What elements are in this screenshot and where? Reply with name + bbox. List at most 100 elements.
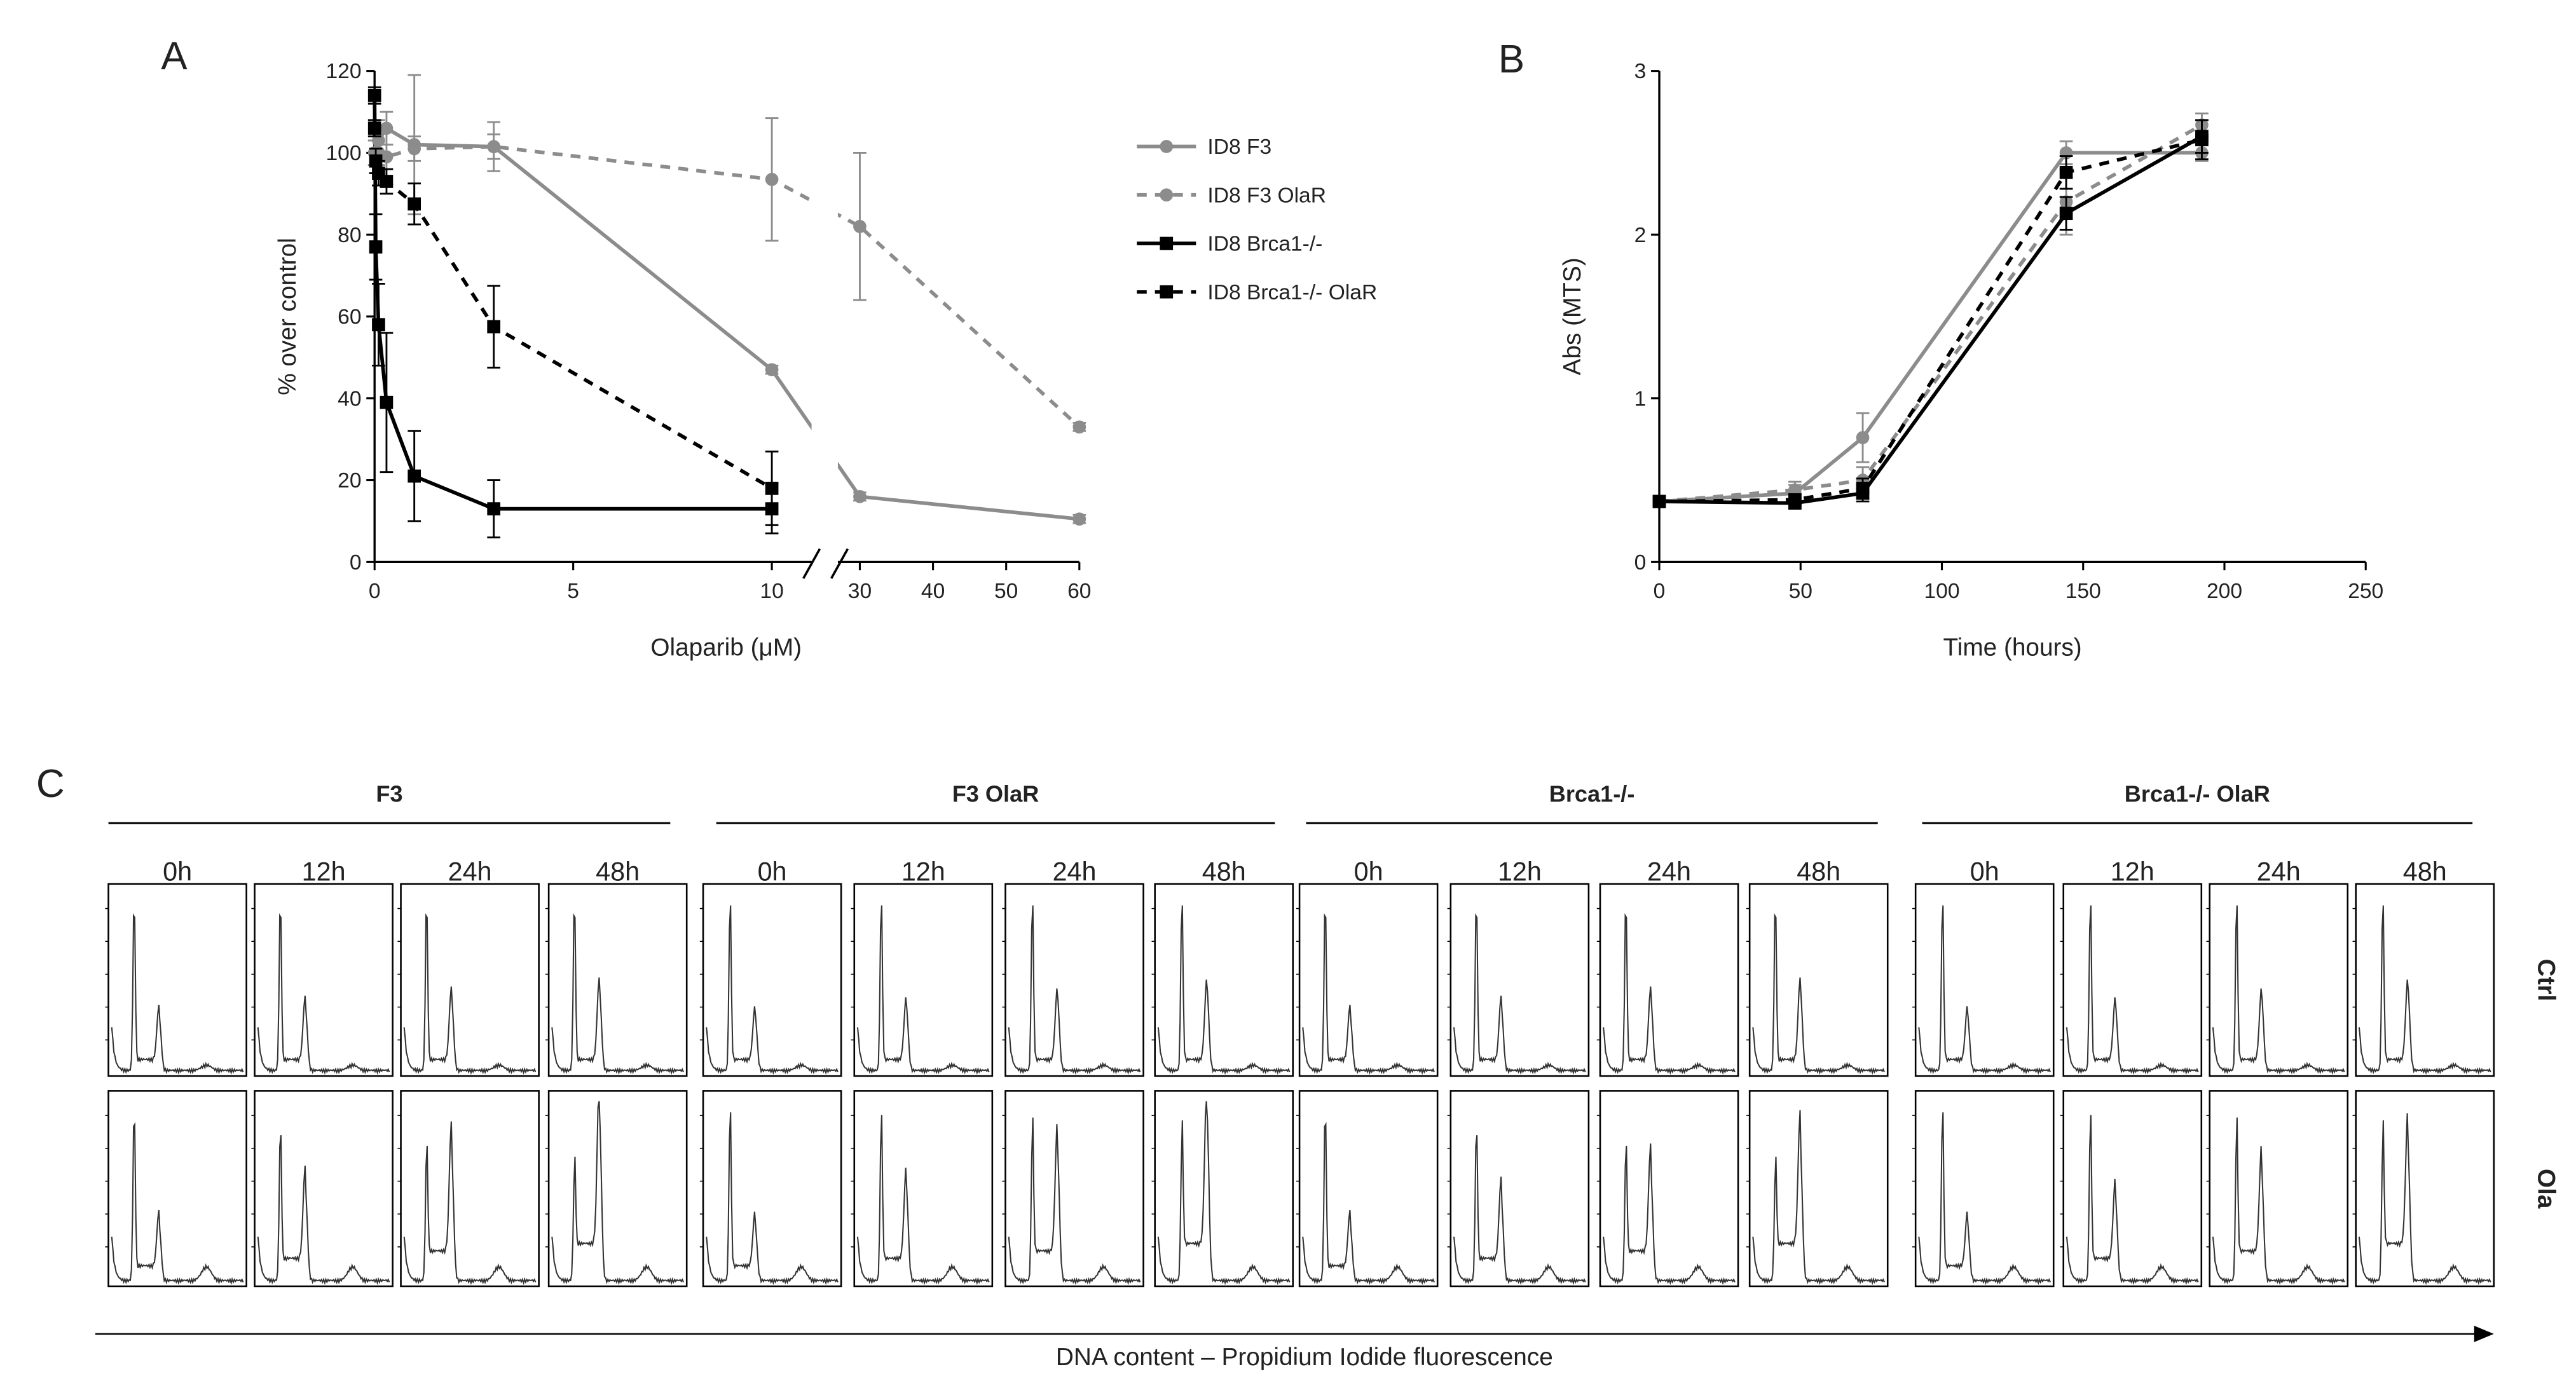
x-tick-label: 100 bbox=[1924, 580, 1959, 603]
histogram-frame bbox=[1914, 883, 2055, 1077]
histogram-frame bbox=[400, 883, 540, 1077]
histogram-trace bbox=[257, 1135, 390, 1286]
marker bbox=[2195, 133, 2209, 147]
y-tick-label: 40 bbox=[338, 387, 361, 411]
y-tick-label: 0 bbox=[1634, 551, 1647, 575]
histogram-trace bbox=[1157, 1101, 1291, 1286]
panel-label: A bbox=[161, 34, 188, 78]
time-label: 48h bbox=[1202, 857, 1246, 887]
marker bbox=[408, 197, 421, 211]
histogram-trace bbox=[1918, 1112, 2052, 1286]
histogram-trace bbox=[706, 905, 839, 1075]
histogram-frame bbox=[2355, 883, 2495, 1077]
histogram-trace bbox=[2358, 905, 2491, 1075]
marker bbox=[367, 88, 381, 102]
time-label: 24h bbox=[1647, 857, 1691, 887]
marker bbox=[1788, 493, 1802, 507]
histogram-trace bbox=[2212, 905, 2345, 1075]
legend-label: ID8 Brca1-/- bbox=[1207, 233, 1322, 256]
histogram-trace bbox=[551, 1101, 684, 1286]
marker bbox=[1652, 494, 1666, 508]
histogram-frame bbox=[547, 1090, 688, 1288]
histogram-trace bbox=[111, 1122, 244, 1286]
y-tick-label: 80 bbox=[338, 224, 361, 247]
y-tick-label: 3 bbox=[1634, 60, 1647, 83]
marker bbox=[372, 318, 385, 332]
x-arrow-head bbox=[2474, 1325, 2494, 1342]
time-label: 48h bbox=[596, 857, 640, 887]
legend-marker bbox=[1160, 140, 1174, 153]
histogram-frame bbox=[400, 1090, 540, 1288]
series-line bbox=[373, 128, 773, 490]
row-label: Ola bbox=[2533, 1169, 2560, 1209]
series-line bbox=[374, 144, 1081, 428]
time-label: 0h bbox=[163, 857, 192, 887]
x-tick-label: 30 bbox=[848, 580, 872, 603]
marker bbox=[380, 175, 394, 188]
histogram-trace bbox=[2212, 1117, 2345, 1286]
marker bbox=[1856, 431, 1870, 444]
panel-label: B bbox=[1498, 37, 1524, 81]
time-label: 0h bbox=[1354, 857, 1383, 887]
time-label: 12h bbox=[2111, 857, 2155, 887]
time-label: 12h bbox=[901, 857, 945, 887]
series-line bbox=[1659, 151, 2202, 503]
marker bbox=[2059, 165, 2073, 179]
histogram-frame bbox=[1298, 883, 1439, 1077]
histogram-frame bbox=[1298, 1090, 1439, 1288]
x-axis-label: DNA content – Propidium Iodide fluoresce… bbox=[1056, 1344, 1553, 1371]
histogram-frame bbox=[1004, 883, 1144, 1077]
time-label: 12h bbox=[1498, 857, 1542, 887]
time-label: 24h bbox=[2257, 857, 2301, 887]
group-label: Brca1-/- bbox=[1549, 781, 1635, 807]
time-label: 0h bbox=[758, 857, 787, 887]
x-tick-label: 200 bbox=[2207, 580, 2242, 603]
histogram-frame bbox=[1154, 1090, 1294, 1288]
marker bbox=[1856, 482, 1870, 495]
histogram-frame bbox=[702, 883, 842, 1077]
histogram-trace bbox=[1603, 913, 1736, 1075]
histogram-trace bbox=[403, 1121, 537, 1286]
y-tick-label: 60 bbox=[338, 306, 361, 329]
histogram-frame bbox=[254, 1090, 394, 1288]
legend-label: ID8 F3 OlaR bbox=[1207, 184, 1326, 207]
marker bbox=[765, 482, 779, 495]
x-tick-label: 150 bbox=[2066, 580, 2101, 603]
histogram-trace bbox=[2066, 905, 2199, 1075]
histogram-frame bbox=[2062, 883, 2203, 1077]
marker bbox=[1072, 420, 1086, 434]
histogram-trace bbox=[257, 913, 390, 1075]
time-label: 48h bbox=[1797, 857, 1840, 887]
histogram-frame bbox=[1599, 1090, 1739, 1288]
histogram-frame bbox=[254, 883, 394, 1077]
time-label: 12h bbox=[302, 857, 346, 887]
x-tick-label: 50 bbox=[994, 580, 1018, 603]
group-label: Brca1-/- OlaR bbox=[2125, 781, 2270, 807]
group-label: F3 bbox=[376, 781, 402, 807]
histogram-trace bbox=[1008, 905, 1141, 1075]
x-tick-label: 40 bbox=[921, 580, 945, 603]
legend-label: ID8 Brca1-/- OlaR bbox=[1207, 281, 1377, 304]
histogram-frame bbox=[1449, 1090, 1590, 1288]
marker bbox=[408, 469, 421, 483]
y-axis-label: Abs (MTS) bbox=[1559, 257, 1586, 375]
row-label: Ctrl bbox=[2533, 959, 2560, 1002]
marker bbox=[765, 172, 779, 186]
histogram-frame bbox=[2209, 1090, 2349, 1288]
marker bbox=[380, 395, 394, 409]
time-label: 24h bbox=[448, 857, 492, 887]
x-tick-label: 5 bbox=[567, 580, 579, 603]
histogram-frame bbox=[853, 1090, 994, 1288]
histogram-trace bbox=[706, 1112, 839, 1286]
histogram-trace bbox=[1752, 1110, 1886, 1286]
histogram-frame bbox=[2209, 883, 2349, 1077]
histogram-trace bbox=[1008, 1117, 1141, 1286]
marker bbox=[380, 121, 394, 135]
histogram-frame bbox=[1154, 883, 1294, 1077]
time-label: 48h bbox=[2403, 857, 2447, 887]
histogram-trace bbox=[1603, 1143, 1736, 1286]
x-tick-label: 0 bbox=[1654, 580, 1666, 603]
time-label: 0h bbox=[1970, 857, 1999, 887]
